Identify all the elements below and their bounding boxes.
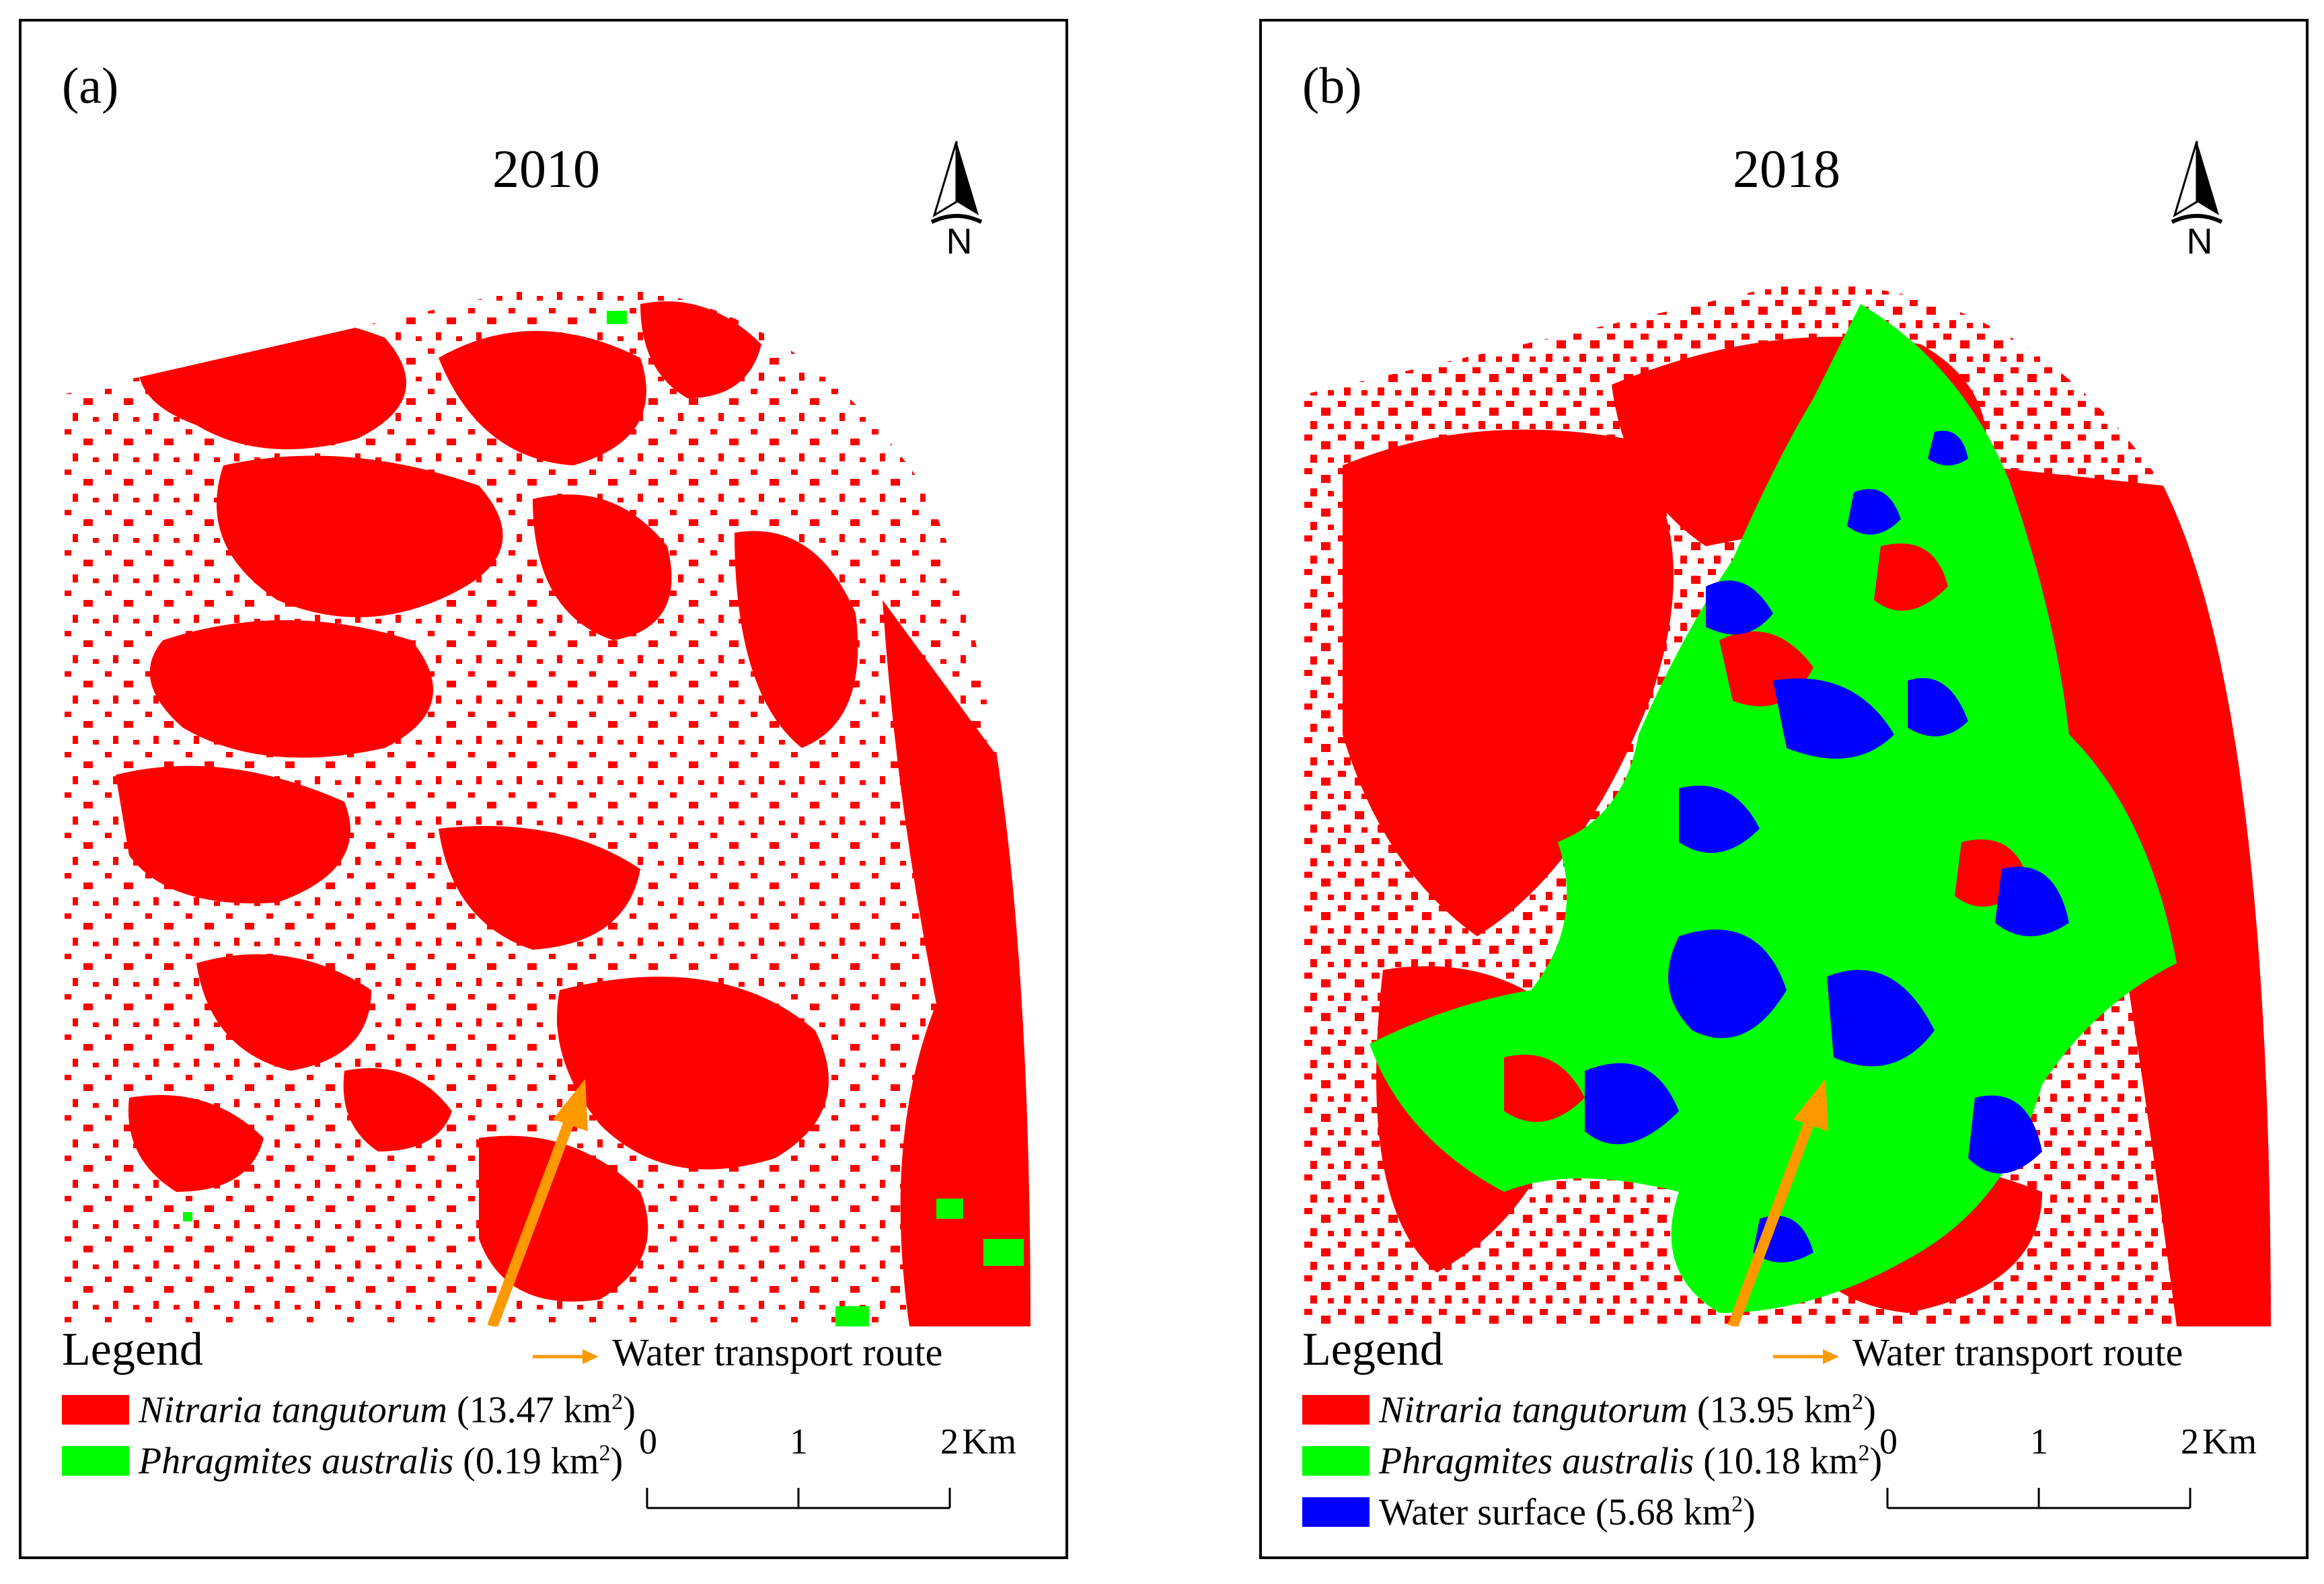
legend-area: (13.47 km <box>447 1389 612 1431</box>
vegetation-map-2018 <box>1302 285 2271 1326</box>
scale-unit: Km <box>2202 1421 2257 1462</box>
legend-area: (13.95 km <box>1687 1389 1852 1431</box>
water-transport-route-arrow <box>1727 1079 1828 1326</box>
legend-area-exponent: 2 <box>1852 1390 1864 1415</box>
water-surface-patches <box>1585 430 2069 1262</box>
phragmites-patches <box>1370 304 2177 1313</box>
legend-title: Legend <box>1302 1324 1444 1375</box>
legend-area-close: ) <box>1863 1389 1876 1431</box>
scale-tick-1: 1 <box>2030 1421 2048 1462</box>
legend-item-water-surface: Water surface (5.68 km2) <box>1302 1493 1756 1532</box>
legend-item-nitraria: Nitraria tangutorum (13.47 km2) <box>62 1391 636 1429</box>
legend-area-close: ) <box>610 1440 624 1482</box>
map-year-title: 2018 <box>1733 140 1840 199</box>
red-swatch-icon <box>62 1394 129 1425</box>
legend-species-name: Phragmites australis <box>1379 1440 1694 1482</box>
legend-area: (10.18 km <box>1694 1440 1859 1482</box>
north-label: N <box>946 221 973 262</box>
water-transport-route-arrow <box>487 1079 588 1326</box>
legend-area-exponent: 2 <box>611 1390 624 1415</box>
legend-item-phragmites: Phragmites australis (0.19 km2) <box>62 1442 623 1480</box>
orange-arrow-icon <box>533 1349 599 1364</box>
legend-area: (5.68 km <box>1585 1491 1732 1534</box>
legend-class-name: Water surface <box>1379 1491 1586 1534</box>
legend-area-close: ) <box>1869 1440 1883 1482</box>
nitraria-patches <box>116 301 1030 1326</box>
legend-route: Water transport route <box>1773 1333 2183 1372</box>
north-label: N <box>2186 221 2213 262</box>
scale-bar <box>646 1488 951 1509</box>
legend-area-close: ) <box>623 1389 636 1431</box>
scale-tick-0: 0 <box>1879 1421 1898 1462</box>
legend-species-name: Phragmites australis <box>139 1440 454 1482</box>
legend-area: (0.19 km <box>453 1440 599 1482</box>
orange-arrow-icon <box>1773 1349 1839 1364</box>
scale-tick-2: 2 <box>940 1421 959 1462</box>
map-year-title: 2010 <box>492 140 600 199</box>
vegetation-map-2010 <box>62 285 1030 1326</box>
legend-area-close: ) <box>1743 1491 1756 1534</box>
legend-item-nitraria: Nitraria tangutorum (13.95 km2) <box>1302 1391 1876 1429</box>
scale-tick-1: 1 <box>790 1421 808 1462</box>
phragmites-patches <box>183 311 1024 1326</box>
nitraria-inclusions <box>1504 543 2029 1122</box>
map-panel-2018: (b) 2018 N <box>1259 19 2309 1559</box>
legend-species-name: Nitraria tangutorum <box>139 1389 447 1431</box>
green-swatch-icon <box>1302 1445 1370 1476</box>
panel-label: (a) <box>62 58 119 114</box>
red-swatch-icon <box>1302 1394 1370 1425</box>
map-panel-2010: (a) 2010 N <box>19 19 1068 1559</box>
scale-bar <box>1886 1488 2191 1509</box>
north-arrow-icon <box>930 141 983 224</box>
legend-area-exponent: 2 <box>1858 1441 1870 1466</box>
legend-title: Legend <box>62 1324 203 1375</box>
green-swatch-icon <box>62 1445 129 1476</box>
legend-species-name: Nitraria tangutorum <box>1379 1389 1688 1431</box>
panel-label: (b) <box>1302 58 1362 114</box>
legend-area-exponent: 2 <box>1731 1492 1744 1517</box>
scale-unit: Km <box>962 1421 1016 1462</box>
legend-route-label: Water transport route <box>612 1330 943 1374</box>
legend-item-phragmites: Phragmites australis (10.18 km2) <box>1302 1442 1882 1480</box>
north-arrow-icon <box>2171 141 2223 224</box>
legend-route: Water transport route <box>533 1333 942 1372</box>
legend-route-label: Water transport route <box>1852 1330 2183 1374</box>
scale-tick-2: 2 <box>2181 1421 2199 1462</box>
scale-tick-0: 0 <box>639 1421 657 1462</box>
legend-area-exponent: 2 <box>599 1441 611 1466</box>
blue-swatch-icon <box>1302 1497 1370 1527</box>
